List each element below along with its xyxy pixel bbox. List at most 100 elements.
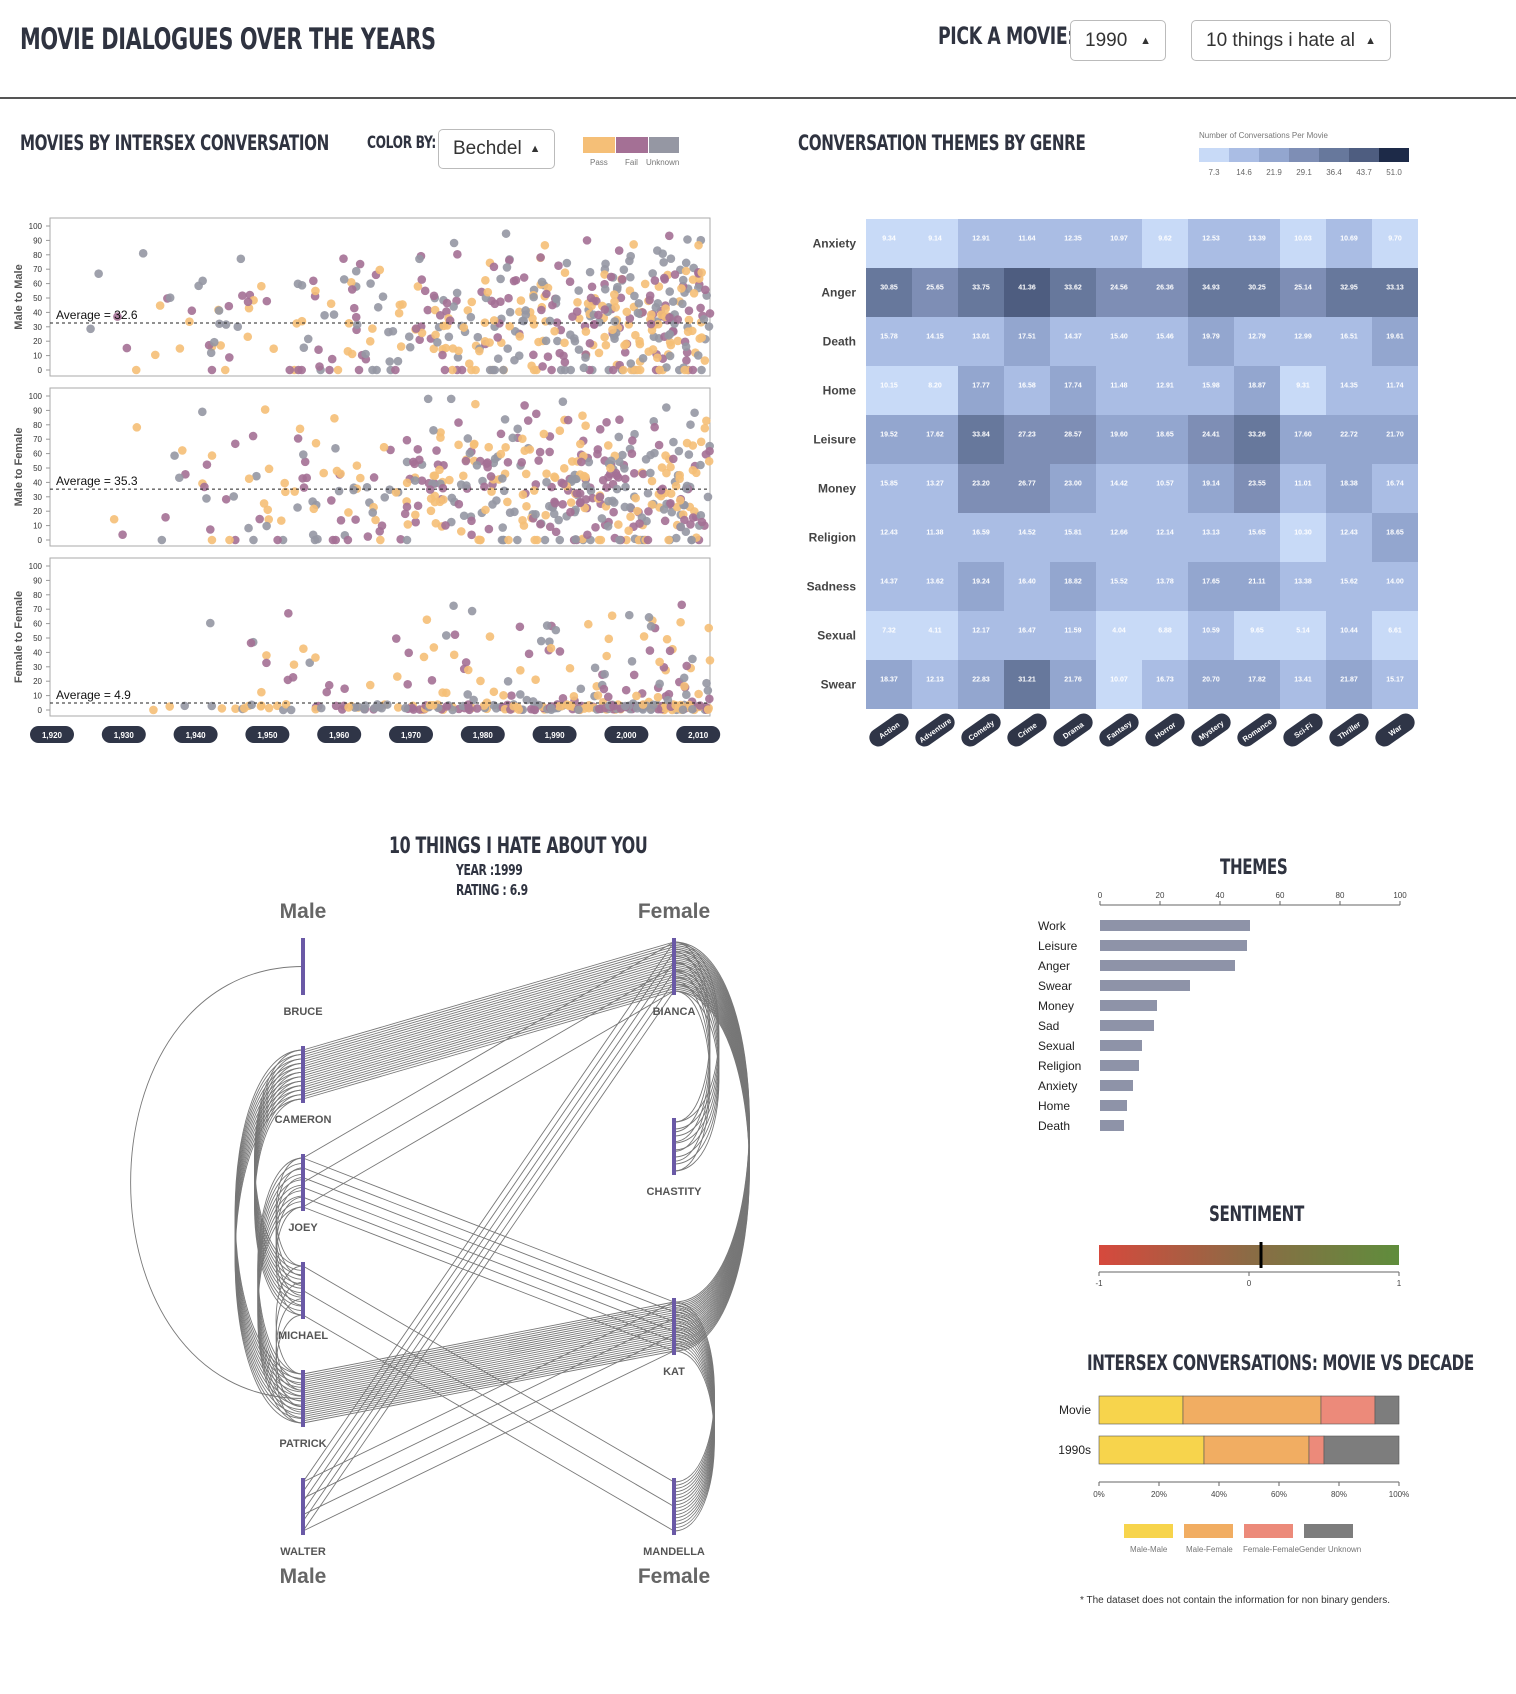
character-label: CHASTITY — [647, 1186, 703, 1198]
heatmap-cell — [866, 660, 912, 709]
decade-button[interactable]: 1,940 — [173, 726, 218, 743]
legend-unknown-swatch — [649, 137, 679, 153]
movie-dot — [413, 501, 423, 511]
movie-dot — [600, 669, 609, 679]
movie-dot — [243, 332, 253, 342]
movie-dot — [170, 451, 179, 460]
conversation-link — [302, 941, 675, 1051]
decade-button[interactable]: 1,980 — [460, 726, 505, 743]
movie-dot — [550, 472, 559, 482]
movie-dot — [217, 704, 227, 713]
movie-dot — [576, 439, 585, 449]
movie-dot — [138, 249, 148, 258]
heatmap-cell — [1142, 268, 1188, 317]
y-axis-label: Male to Female — [13, 428, 25, 507]
heatmap-cell — [1004, 268, 1050, 317]
sentiment-marker — [1259, 1242, 1263, 1268]
legend-color-step — [1349, 148, 1379, 162]
movie-dot — [425, 700, 435, 710]
genre-pill[interactable]: Sci-Fi — [1280, 710, 1326, 750]
decade-button[interactable]: 1,970 — [389, 726, 433, 743]
character-label: KAT — [663, 1366, 685, 1378]
heatmap-cell — [1050, 513, 1096, 562]
heatmap-cell — [1234, 219, 1280, 268]
movie-dot — [368, 324, 377, 333]
y-tick-label: 100 — [29, 392, 43, 401]
movie-dot — [666, 254, 676, 264]
heatmap-cell — [866, 317, 912, 366]
movie-dot — [444, 332, 454, 342]
movie-dot — [368, 508, 378, 517]
decade-button[interactable]: 1,990 — [532, 726, 577, 743]
movie-dot — [488, 500, 497, 509]
heatmap-cell-value: 13.27 — [926, 481, 944, 488]
movie-dot — [417, 275, 427, 284]
movie-dot — [336, 516, 346, 525]
legend-tick-label: 36.4 — [1326, 168, 1342, 177]
conversation-link — [302, 1348, 675, 1422]
movie-dot — [402, 535, 412, 545]
decade-button[interactable]: 2,000 — [604, 726, 649, 743]
decade-button-label: 1,950 — [257, 731, 278, 740]
decade-button-label: 1,990 — [545, 731, 566, 740]
movie-dot — [255, 514, 264, 524]
color-by-select[interactable]: Bechdel ▲ — [438, 129, 555, 169]
genre-pill[interactable]: War — [1372, 710, 1418, 750]
movie-dot — [185, 317, 194, 326]
movie-dot — [485, 632, 495, 641]
genre-pill[interactable]: Comedy — [958, 710, 1004, 750]
movie-select[interactable]: 10 things i hate al ▲ — [1191, 20, 1391, 61]
heatmap-cell — [1372, 562, 1418, 611]
conversation-link — [302, 1317, 675, 1499]
genre-pill[interactable]: Horror — [1142, 710, 1188, 750]
movie-dot — [463, 690, 473, 699]
movie-dot — [395, 300, 405, 310]
conversation-link — [302, 1303, 675, 1377]
movie-dot — [558, 397, 568, 406]
genre-pill[interactable]: Drama — [1050, 710, 1096, 750]
decade-button[interactable]: 1,930 — [101, 726, 146, 743]
movie-dot — [608, 365, 618, 375]
movie-dot — [648, 345, 658, 354]
y-tick-label: 40 — [33, 308, 42, 317]
movie-dot — [614, 432, 624, 442]
movie-dot — [681, 342, 691, 352]
movie-dot — [521, 469, 531, 479]
genre-pill[interactable]: Action — [866, 710, 912, 750]
movie-dot — [683, 235, 692, 244]
movie-dot — [581, 480, 591, 490]
movie-dot — [244, 474, 254, 483]
movie-dot — [704, 623, 714, 633]
genre-pill[interactable]: Fantasy — [1096, 710, 1142, 750]
movie-dot — [684, 306, 694, 315]
genre-pill[interactable]: Mystery — [1188, 710, 1234, 750]
heatmap-cell — [958, 660, 1004, 709]
decade-button[interactable]: 1,920 — [30, 726, 74, 743]
genre-pill[interactable]: Adventure — [912, 710, 958, 750]
themes-genre-heatmap: Anxiety 9.34 9.14 12.91 11.64 12.35 10.97 9.62 1… — [807, 219, 1418, 750]
movie-dot — [449, 650, 459, 660]
movie-dot — [273, 701, 282, 711]
decade-button[interactable]: 1,950 — [245, 726, 290, 743]
movie-dot — [340, 684, 349, 693]
movie-dot — [529, 350, 538, 360]
legend-pass-label: Pass — [590, 158, 608, 167]
movie-dot — [615, 535, 624, 545]
genre-pill[interactable]: Crime — [1004, 710, 1050, 750]
genre-pill[interactable]: Romance — [1234, 710, 1280, 750]
genre-pill[interactable]: Thriller — [1326, 710, 1372, 750]
heatmap-cell-value: 16.73 — [1156, 677, 1174, 684]
heatmap-cell — [1280, 660, 1326, 709]
conversation-link — [302, 974, 675, 1084]
movie-dot — [330, 413, 339, 423]
movie-dot — [411, 517, 420, 527]
decade-button[interactable]: 1,960 — [317, 726, 362, 743]
conversation-link — [302, 941, 675, 1159]
decade-button[interactable]: 2,010 — [676, 726, 721, 743]
year-select[interactable]: 1990 ▲︎ — [1070, 20, 1166, 61]
movie-dot — [445, 475, 454, 485]
conversation-links — [130, 941, 750, 1532]
movie-dot — [554, 261, 563, 270]
heatmap-cell — [1096, 317, 1142, 366]
movie-dot — [585, 338, 595, 348]
